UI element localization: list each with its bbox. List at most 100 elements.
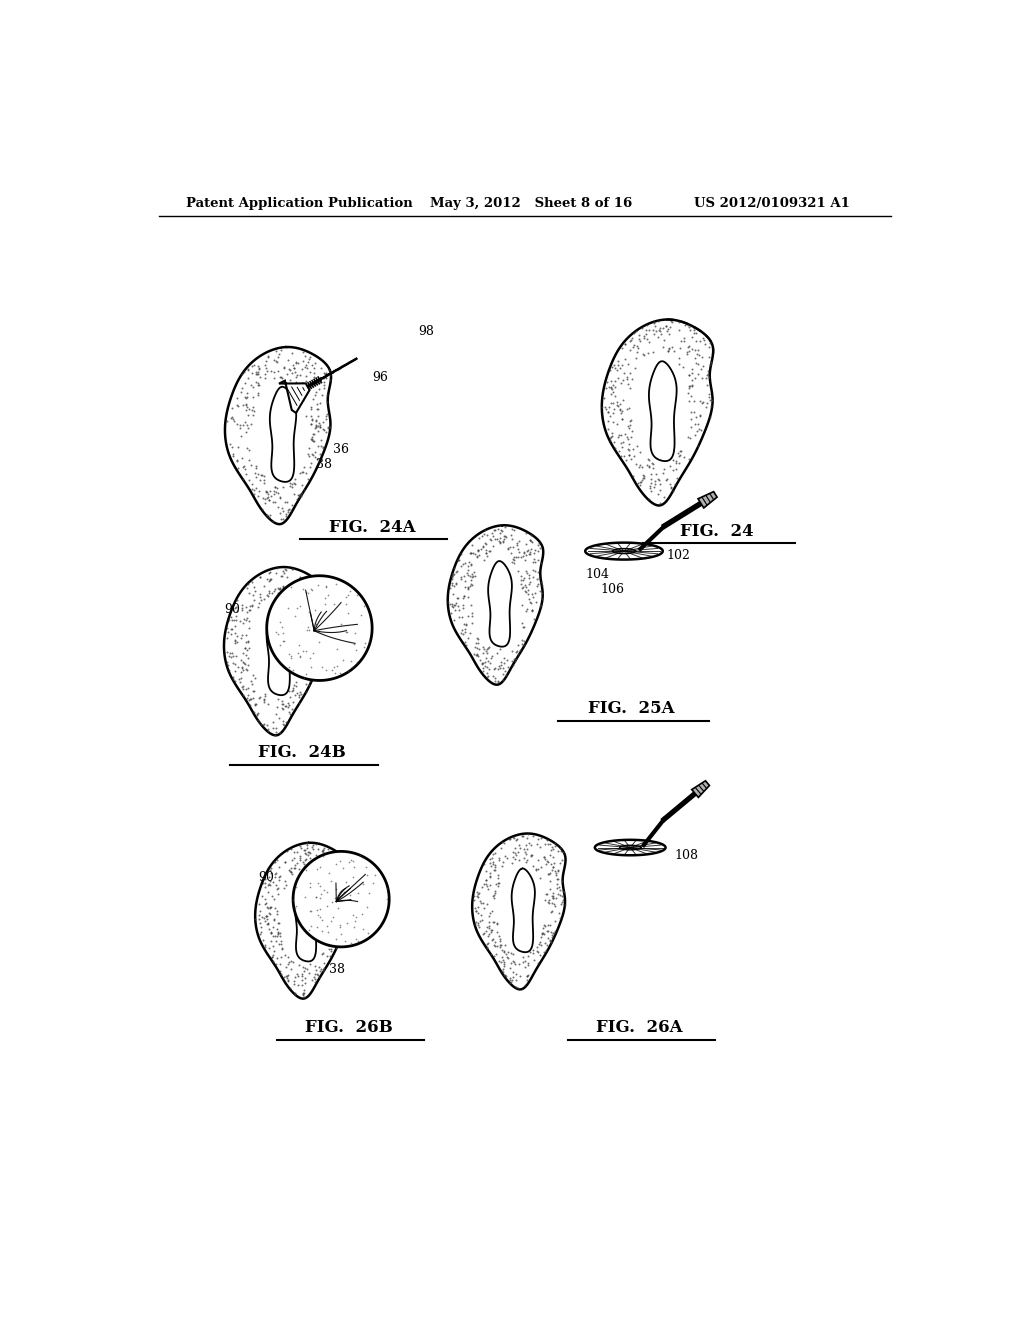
Point <box>328 895 344 916</box>
Point <box>639 455 655 477</box>
Point <box>444 566 461 587</box>
Point <box>304 429 321 450</box>
Point <box>219 622 236 643</box>
Point <box>602 405 618 426</box>
Point <box>250 463 266 484</box>
Point <box>295 578 311 599</box>
Point <box>248 363 264 384</box>
Point <box>703 395 720 416</box>
Point <box>299 836 315 857</box>
Point <box>312 414 329 436</box>
Point <box>478 937 495 958</box>
Point <box>295 462 311 483</box>
Text: May 3, 2012   Sheet 8 of 16: May 3, 2012 Sheet 8 of 16 <box>430 197 633 210</box>
Point <box>655 317 672 338</box>
Point <box>275 358 292 379</box>
Point <box>467 913 483 935</box>
Point <box>319 921 336 942</box>
Point <box>598 371 614 392</box>
Point <box>355 919 372 940</box>
Point <box>480 925 497 946</box>
Point <box>534 582 550 603</box>
Point <box>253 463 269 484</box>
Point <box>332 925 348 946</box>
Point <box>665 459 681 480</box>
Point <box>662 473 678 494</box>
Point <box>547 861 563 882</box>
Point <box>319 927 336 948</box>
Point <box>264 950 281 972</box>
Point <box>276 356 293 378</box>
Point <box>241 610 257 631</box>
Point <box>303 578 319 599</box>
Point <box>464 574 480 595</box>
Point <box>311 620 328 642</box>
Point <box>506 519 522 540</box>
Point <box>223 437 240 458</box>
Point <box>219 411 236 432</box>
Point <box>525 855 542 876</box>
Point <box>613 337 630 358</box>
Point <box>658 321 675 342</box>
Point <box>261 562 278 583</box>
Point <box>477 539 494 560</box>
Point <box>505 536 521 557</box>
Point <box>497 935 513 956</box>
Point <box>274 939 291 960</box>
Point <box>289 598 305 619</box>
Point <box>283 648 299 669</box>
Point <box>332 906 348 927</box>
Point <box>325 866 341 887</box>
Point <box>328 928 344 949</box>
Point <box>456 585 472 606</box>
Point <box>275 630 292 651</box>
Point <box>509 539 525 560</box>
Point <box>690 339 707 360</box>
Point <box>245 680 261 701</box>
Point <box>275 876 292 898</box>
Point <box>453 569 469 590</box>
Point <box>482 648 499 669</box>
Point <box>471 528 487 549</box>
Point <box>310 420 327 441</box>
Point <box>263 484 280 506</box>
Point <box>444 564 461 585</box>
Point <box>279 506 295 527</box>
Point <box>555 841 571 862</box>
Point <box>297 968 313 989</box>
Point <box>286 677 302 698</box>
Point <box>495 531 511 552</box>
Point <box>259 487 275 508</box>
Point <box>271 578 288 599</box>
Point <box>671 312 687 333</box>
Point <box>686 367 702 388</box>
Point <box>296 479 312 500</box>
Point <box>515 838 531 859</box>
Point <box>510 546 526 568</box>
Point <box>281 643 297 664</box>
Point <box>488 913 505 935</box>
Point <box>260 912 276 933</box>
Point <box>536 846 552 867</box>
Point <box>547 896 563 917</box>
Point <box>257 684 273 705</box>
Point <box>315 837 332 858</box>
Point <box>611 400 628 421</box>
Point <box>358 896 375 917</box>
Point <box>252 912 268 933</box>
Point <box>239 396 255 417</box>
Point <box>482 541 499 562</box>
Point <box>293 486 309 507</box>
Point <box>301 601 317 622</box>
Point <box>455 554 471 576</box>
Point <box>500 539 516 560</box>
Point <box>479 643 496 664</box>
Polygon shape <box>472 833 565 990</box>
Point <box>507 849 523 870</box>
Point <box>346 634 362 655</box>
Point <box>307 595 324 616</box>
Point <box>679 383 695 404</box>
Point <box>309 964 326 985</box>
Point <box>506 648 522 669</box>
Point <box>486 519 503 540</box>
